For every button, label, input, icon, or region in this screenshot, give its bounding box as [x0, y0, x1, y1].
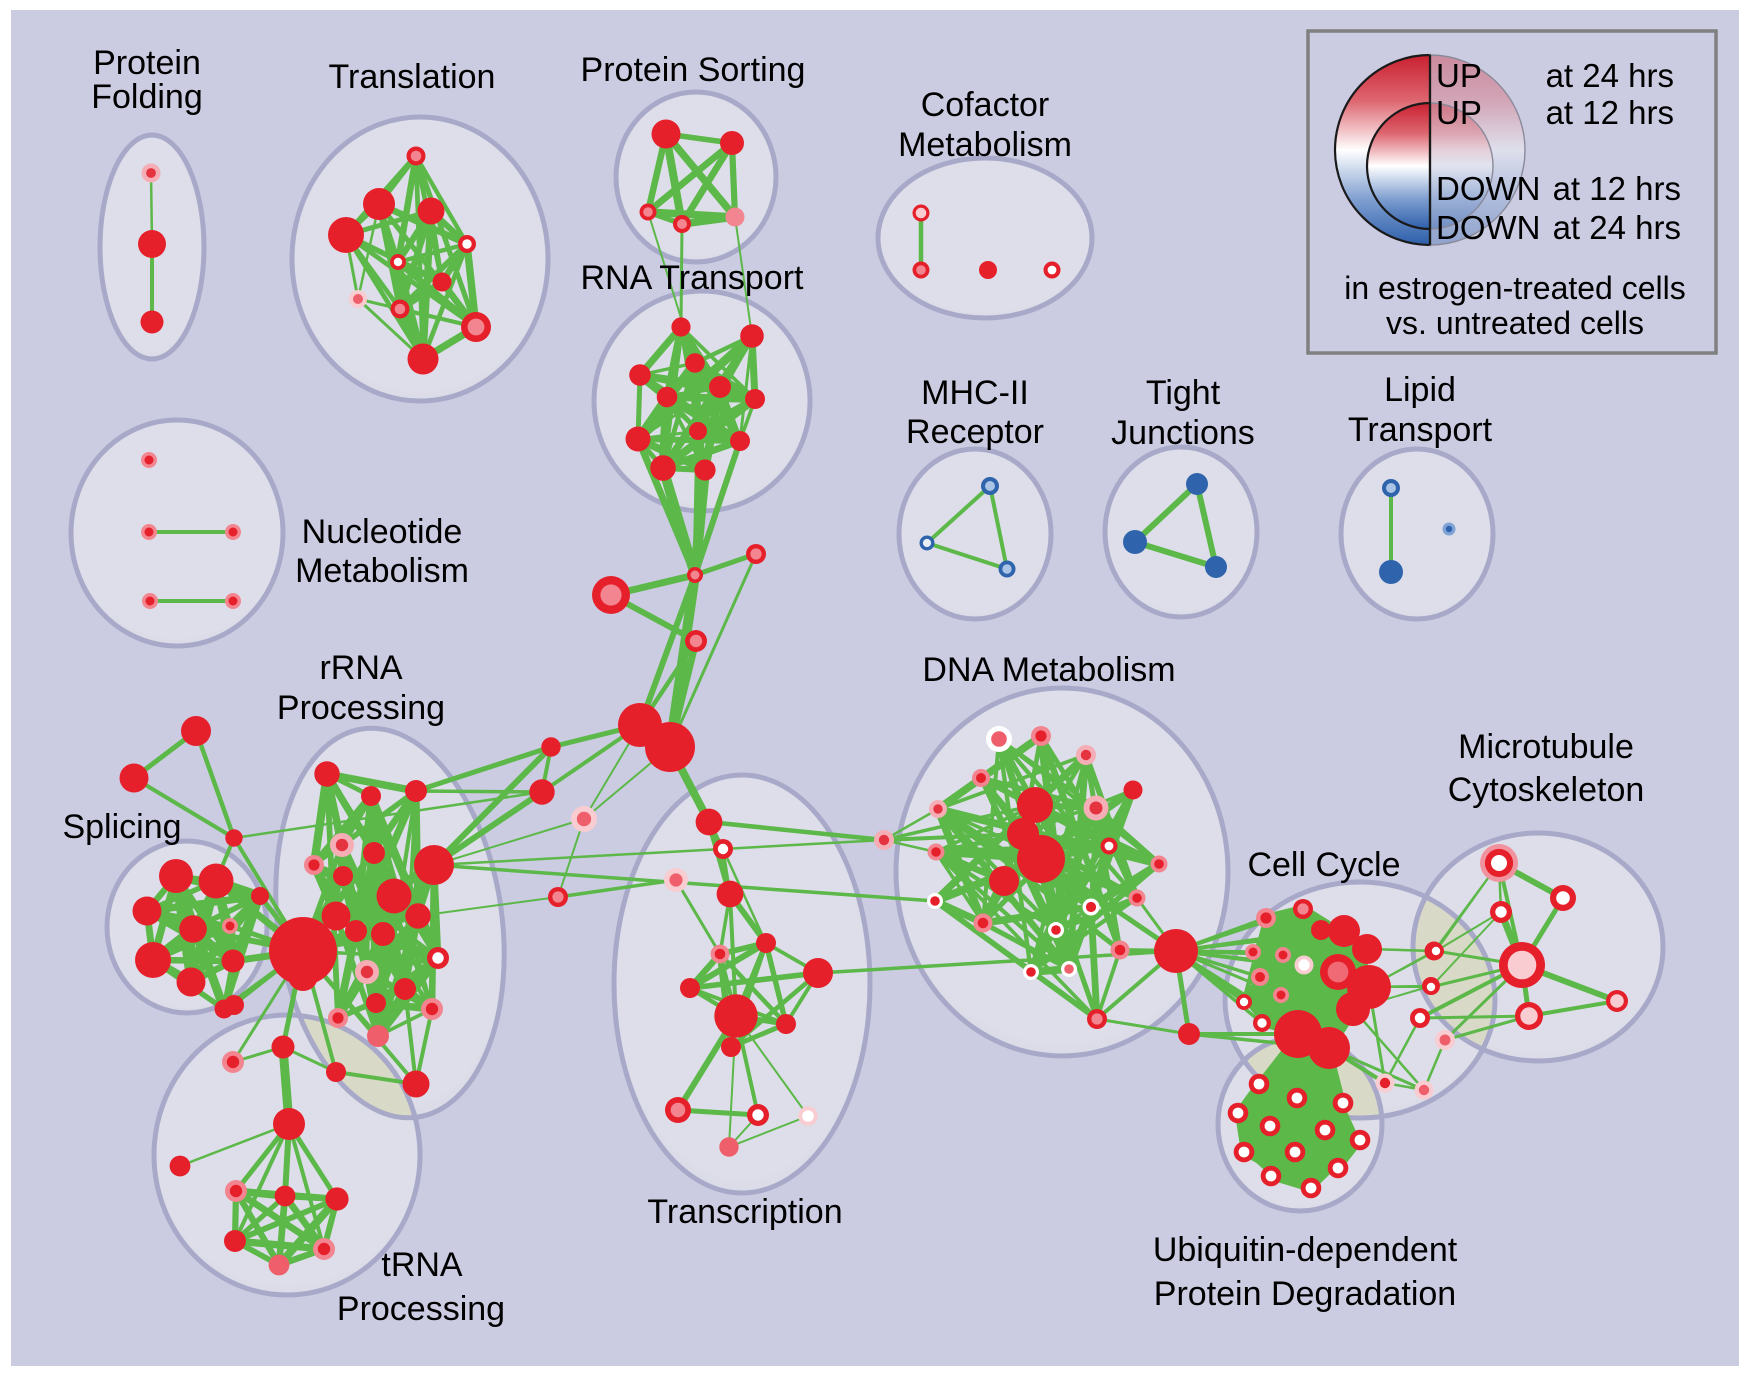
svg-text:at 12 hrs: at 12 hrs [1553, 170, 1681, 207]
svg-text:Tight: Tight [1146, 374, 1221, 412]
svg-text:Transport: Transport [1348, 411, 1493, 449]
svg-text:Cofactor: Cofactor [921, 86, 1050, 124]
svg-text:in estrogen-treated cells: in estrogen-treated cells [1344, 270, 1686, 306]
svg-text:Nucleotide: Nucleotide [302, 513, 463, 551]
svg-text:Ubiquitin-dependent: Ubiquitin-dependent [1153, 1231, 1458, 1269]
svg-text:Cytoskeleton: Cytoskeleton [1448, 771, 1645, 809]
svg-text:at 24 hrs: at 24 hrs [1546, 57, 1674, 94]
svg-text:RNA Transport: RNA Transport [581, 259, 805, 297]
svg-text:Lipid: Lipid [1384, 371, 1456, 409]
svg-text:DOWN: DOWN [1436, 209, 1540, 246]
svg-text:at 24 hrs: at 24 hrs [1553, 209, 1681, 246]
svg-text:Cell Cycle: Cell Cycle [1247, 846, 1400, 884]
svg-text:Junctions: Junctions [1111, 414, 1255, 452]
svg-text:Folding: Folding [91, 78, 203, 116]
svg-text:Protein Degradation: Protein Degradation [1154, 1275, 1456, 1313]
svg-text:Processing: Processing [277, 689, 445, 727]
svg-text:DNA Metabolism: DNA Metabolism [922, 651, 1175, 689]
svg-text:UP: UP [1436, 94, 1482, 131]
svg-text:Processing: Processing [337, 1290, 505, 1328]
svg-text:Splicing: Splicing [62, 808, 181, 846]
svg-text:Microtubule: Microtubule [1458, 728, 1634, 766]
svg-text:MHC-II: MHC-II [921, 374, 1029, 412]
svg-text:Translation: Translation [329, 58, 496, 96]
svg-text:Metabolism: Metabolism [898, 126, 1072, 164]
svg-text:vs. untreated cells: vs. untreated cells [1386, 305, 1644, 341]
svg-text:tRNA: tRNA [381, 1246, 463, 1284]
svg-text:Protein: Protein [93, 44, 201, 82]
svg-text:rRNA: rRNA [319, 649, 402, 687]
svg-text:Metabolism: Metabolism [295, 552, 469, 590]
svg-text:at 12 hrs: at 12 hrs [1546, 94, 1674, 131]
svg-text:Transcription: Transcription [647, 1193, 842, 1231]
svg-text:Receptor: Receptor [906, 413, 1044, 451]
svg-text:Protein Sorting: Protein Sorting [581, 51, 806, 89]
svg-text:UP: UP [1436, 57, 1482, 94]
svg-text:DOWN: DOWN [1436, 170, 1540, 207]
